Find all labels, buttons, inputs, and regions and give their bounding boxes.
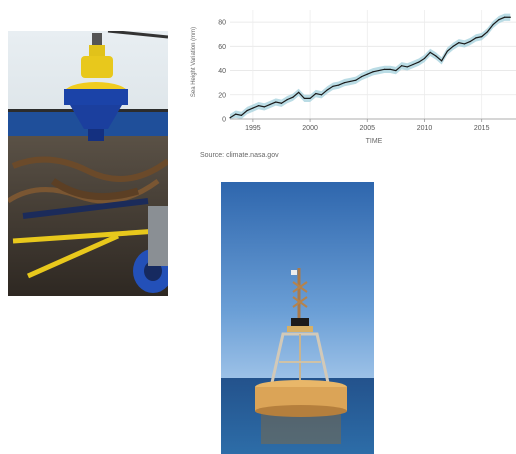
data-point xyxy=(309,97,311,100)
data-point xyxy=(401,65,403,67)
data-point xyxy=(338,84,340,86)
series-line-group xyxy=(229,16,511,119)
y-tick-label: 0 xyxy=(222,117,226,124)
data-point xyxy=(389,68,391,70)
data-point xyxy=(246,109,248,112)
data-point xyxy=(492,23,494,26)
data-point xyxy=(286,99,288,101)
uncertainty-band xyxy=(230,13,511,120)
data-point xyxy=(366,73,368,75)
y-tick-label: 60 xyxy=(218,44,226,51)
data-point xyxy=(406,66,408,68)
x-tick-label: 2005 xyxy=(359,125,375,132)
data-point xyxy=(412,63,414,66)
data-point xyxy=(326,89,328,91)
data-point xyxy=(423,57,426,60)
data-point xyxy=(292,96,294,98)
x-tick-label: 1995 xyxy=(245,125,261,132)
tick-labels: 0 20 40 60 80 1995 2000 2005 2010 2015 xyxy=(218,20,489,132)
x-tick-label: 2000 xyxy=(302,125,318,132)
sea-level-series-line xyxy=(229,16,511,119)
data-point xyxy=(269,103,271,106)
data-point xyxy=(372,71,374,73)
data-point xyxy=(252,107,254,109)
data-point xyxy=(263,106,265,108)
data-point xyxy=(509,16,511,18)
data-point xyxy=(435,55,437,57)
data-point xyxy=(332,85,334,87)
data-point xyxy=(429,51,431,53)
data-point xyxy=(446,50,448,52)
data-point xyxy=(355,79,357,81)
data-point xyxy=(463,43,466,45)
data-point xyxy=(240,114,243,116)
data-point xyxy=(349,80,351,83)
data-point xyxy=(486,31,488,33)
x-tick-label: 2015 xyxy=(474,125,490,132)
data-point xyxy=(303,97,305,100)
y-tick-label: 20 xyxy=(218,92,226,99)
data-point xyxy=(320,94,323,96)
deck-buoy-photo xyxy=(8,31,168,296)
data-point xyxy=(315,92,317,95)
data-point xyxy=(503,16,506,18)
data-point xyxy=(235,113,237,115)
x-axis-title: TIME xyxy=(366,138,383,145)
data-point xyxy=(343,82,345,84)
data-point xyxy=(258,105,260,107)
data-point xyxy=(395,69,397,72)
sea-level-chart-svg: 0 20 40 60 80 1995 2000 2005 2010 2015 TIME Sea H… xyxy=(191,10,516,145)
sea-buoy-photo xyxy=(221,182,374,454)
data-point xyxy=(469,40,471,43)
data-point xyxy=(481,36,483,38)
data-point xyxy=(458,42,460,44)
sea-level-chart: 0 20 40 60 80 1995 2000 2005 2010 2015 TIME Sea H… xyxy=(180,0,516,165)
data-point xyxy=(275,101,277,103)
data-point xyxy=(452,45,454,47)
data-point xyxy=(229,117,231,119)
x-tick-label: 2010 xyxy=(417,125,433,132)
data-point xyxy=(298,91,300,93)
y-axis-title: Sea Height Variation (mm) xyxy=(191,27,197,97)
data-point xyxy=(360,76,363,78)
chart-source-note: Source: climate.nasa.gov xyxy=(200,152,279,159)
sea-buoy-image xyxy=(221,182,374,454)
data-point xyxy=(498,19,500,21)
data-point xyxy=(418,61,420,63)
y-tick-label: 80 xyxy=(218,20,226,27)
uncertainty-band-group xyxy=(230,13,511,120)
data-point xyxy=(383,68,386,70)
axes xyxy=(230,118,516,122)
data-point xyxy=(475,37,477,39)
deck-buoy-image xyxy=(8,31,168,296)
data-point xyxy=(280,102,283,104)
y-tick-label: 40 xyxy=(218,68,226,75)
data-point xyxy=(378,69,380,72)
data-point xyxy=(441,60,443,62)
